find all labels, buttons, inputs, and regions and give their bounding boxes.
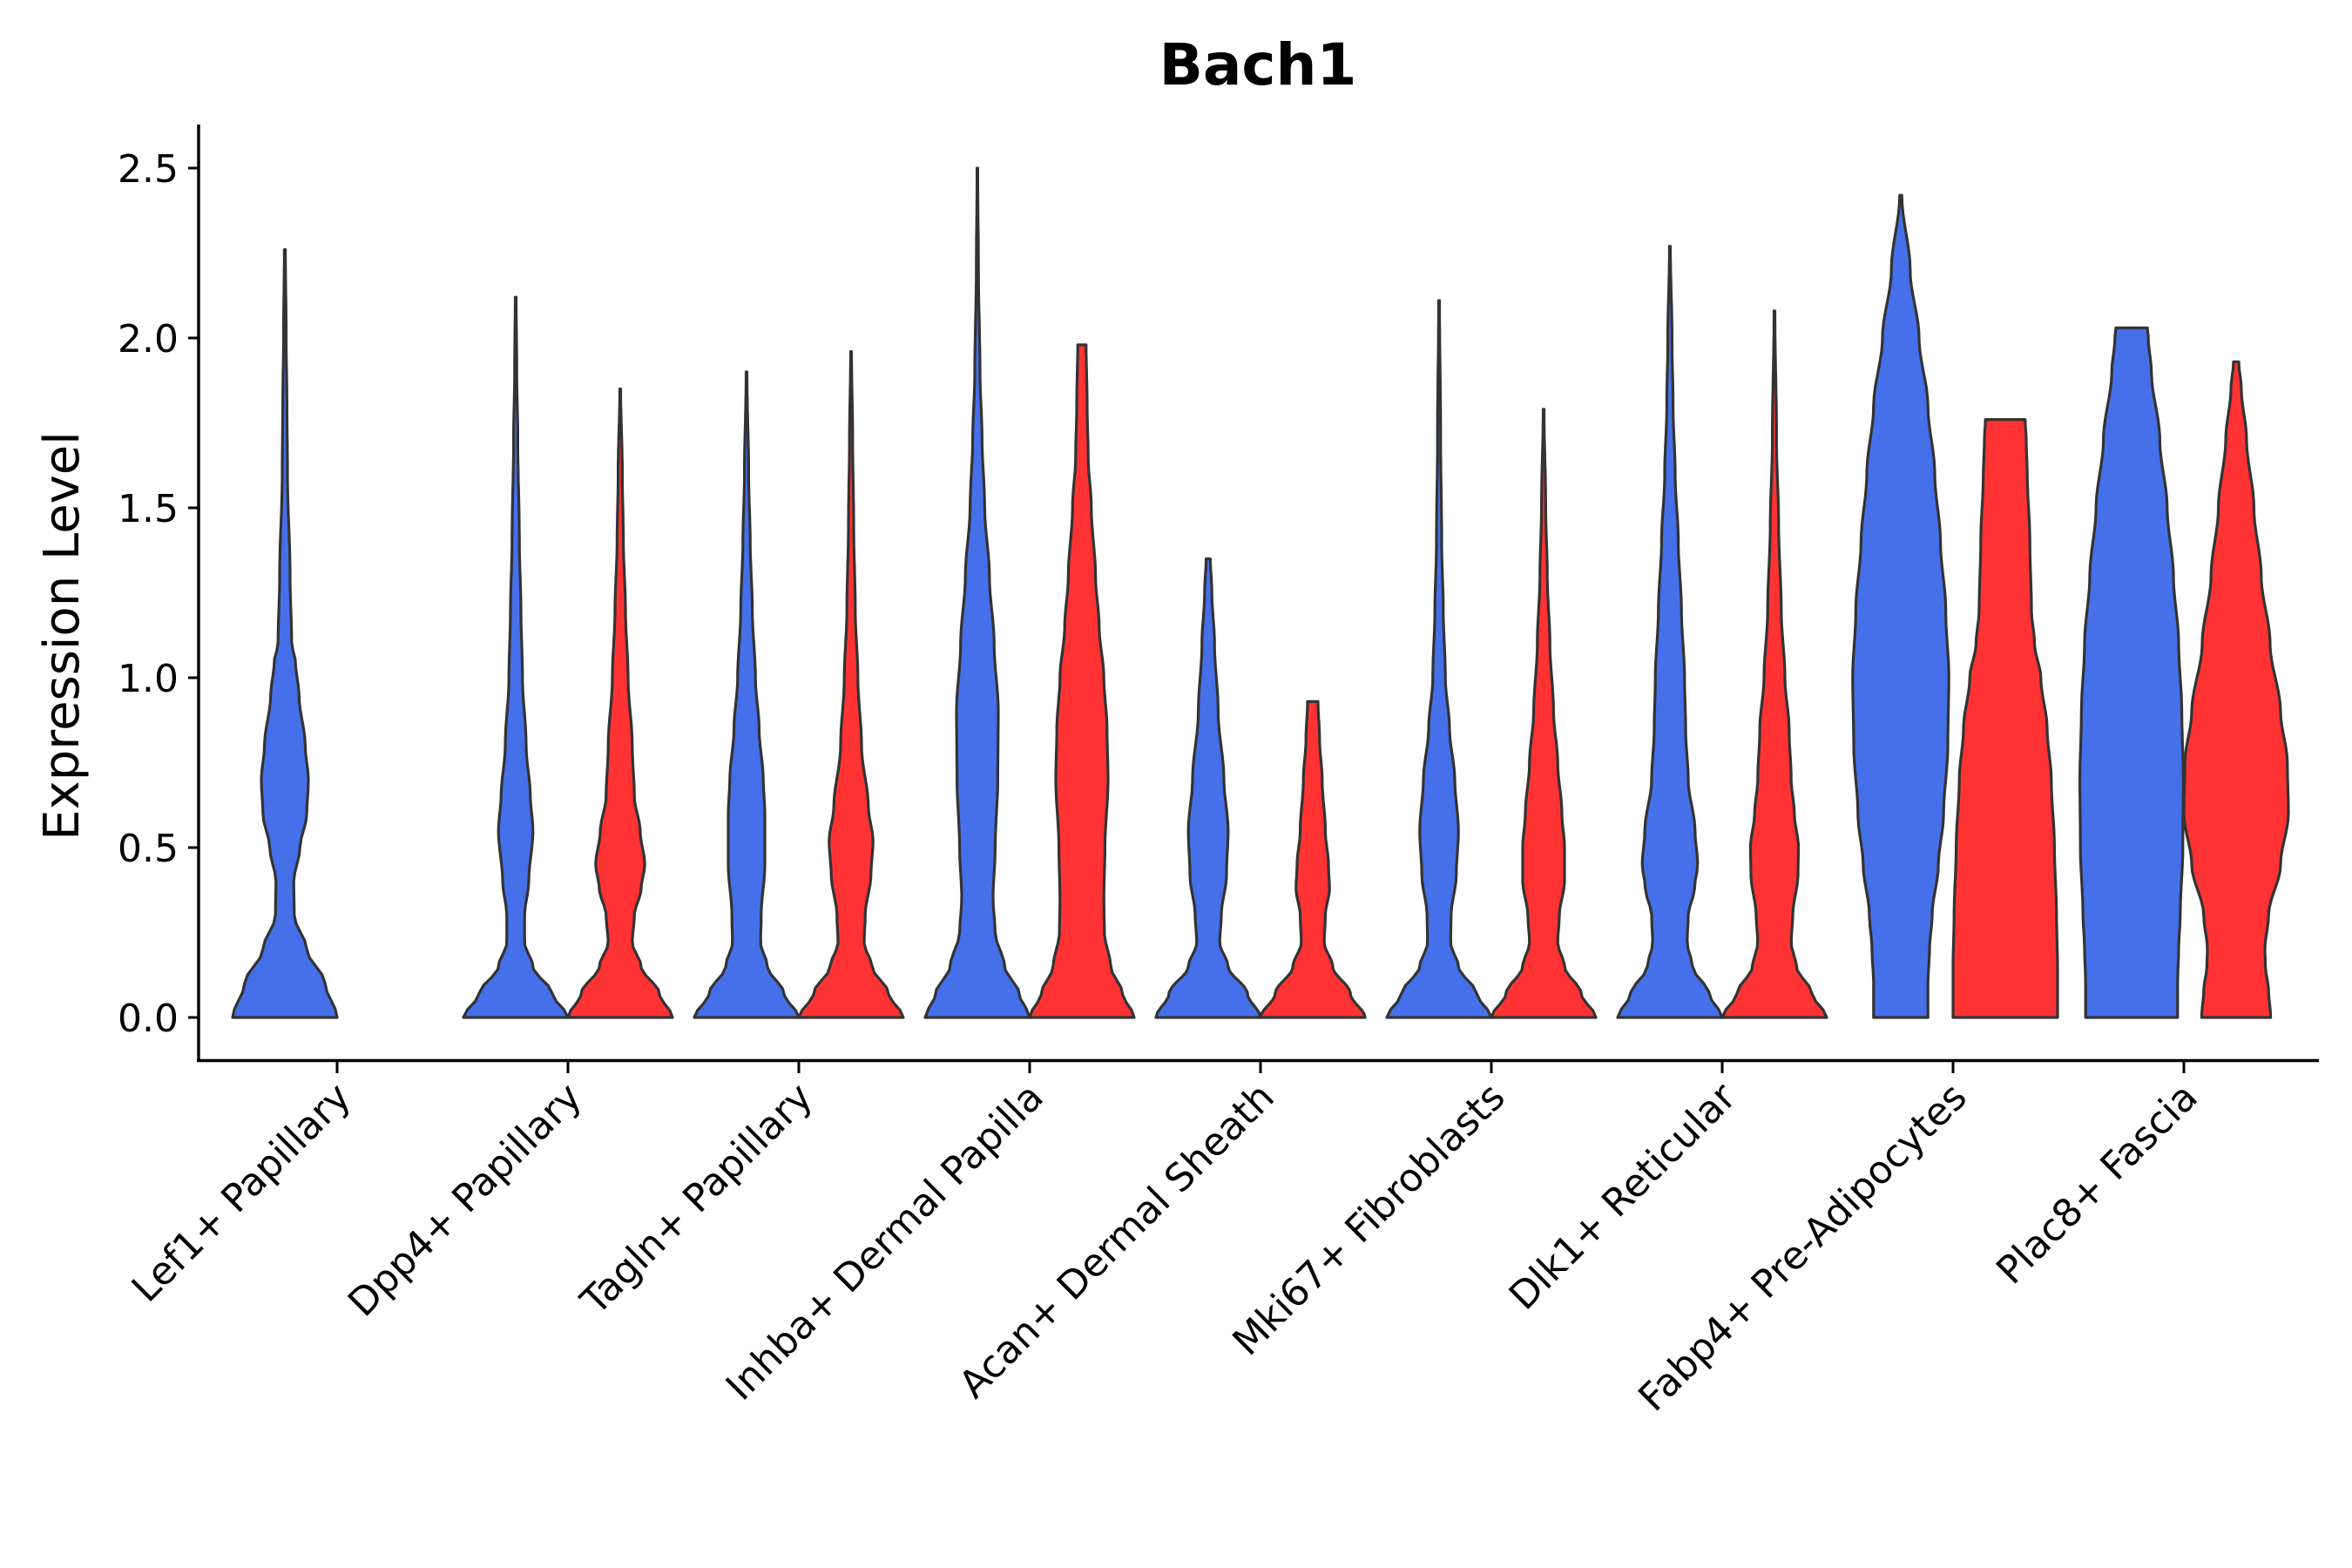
violin-blue	[462, 295, 570, 1019]
y-tick-label: 1.5	[118, 487, 179, 531]
violin-blue	[1616, 245, 1724, 1019]
violin-red	[1490, 408, 1598, 1019]
y-tick-label: 2.5	[118, 147, 179, 192]
y-ticks: 0.0 0.5 1.0 1.5 2.0 2.5	[118, 147, 199, 1041]
x-tick-label: Tagln+ Papillary	[572, 1075, 821, 1324]
violin-red	[1720, 309, 1828, 1019]
y-axis-label: Expression Level	[34, 431, 91, 841]
violin-red	[1951, 418, 2059, 1019]
violin-blue	[2078, 326, 2185, 1019]
violins-group	[231, 166, 2290, 1019]
violin-red	[1028, 343, 1136, 1019]
y-tick-label: 2.0	[118, 317, 179, 362]
violin-blue	[693, 370, 801, 1019]
violin-red	[797, 350, 905, 1019]
violin-blue	[923, 166, 1031, 1019]
y-tick-label: 1.0	[118, 657, 179, 701]
y-tick-label: 0.0	[118, 997, 179, 1041]
x-tick-label: Lef1+ Papillary	[124, 1075, 360, 1311]
violin-blue	[1851, 193, 1950, 1019]
x-tick-label: Dlk1+ Reticular	[1501, 1074, 1746, 1319]
x-tick-label: Dpp4+ Papillary	[340, 1075, 591, 1326]
x-tick-label: Plac8+ Fascia	[1988, 1075, 2207, 1294]
chart-title: Bach1	[1159, 31, 1357, 98]
violin-red	[1259, 700, 1367, 1019]
violin-red	[2182, 360, 2290, 1019]
violin-blue	[1385, 299, 1493, 1019]
violin-red	[566, 387, 674, 1019]
violin-blue	[1154, 557, 1262, 1019]
y-tick-label: 0.5	[118, 827, 179, 871]
violin-blue	[231, 248, 339, 1019]
